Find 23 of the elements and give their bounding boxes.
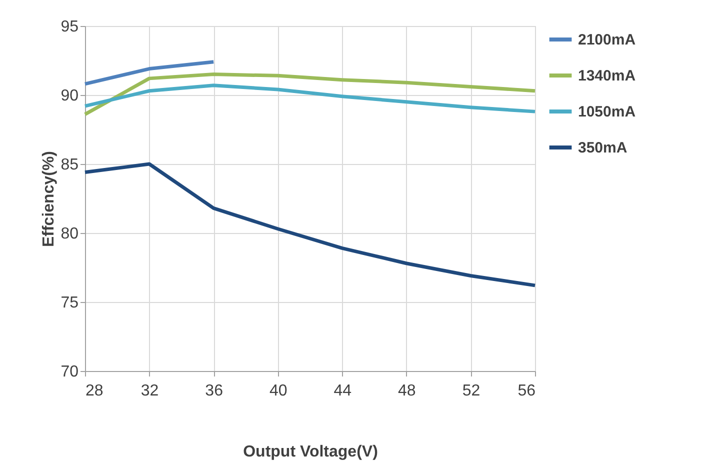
x-tick-label: 44 (334, 382, 352, 400)
legend-label: 1340mA (578, 68, 636, 84)
legend-label: 1050mA (578, 104, 636, 120)
x-tick-label: 56 (518, 382, 536, 400)
line-series (83, 162, 537, 288)
line-series (83, 72, 537, 116)
y-axis-title: Effciency(%) (40, 150, 58, 248)
y-tick-label: 80 (60, 226, 79, 242)
x-tick-label: 32 (140, 382, 159, 400)
line-series (83, 84, 537, 114)
x-tick-label: 36 (205, 382, 224, 400)
y-tick-label: 75 (60, 294, 79, 312)
x-tick-label: 52 (462, 382, 480, 400)
y-tick-label: 95 (60, 18, 79, 36)
legend-label: 2100mA (578, 32, 636, 48)
y-tick-label: 85 (60, 156, 79, 174)
legend-label: 350mA (578, 140, 628, 156)
x-tick-label: 40 (269, 382, 288, 400)
x-axis-title: Output Voltage(V) (243, 444, 378, 460)
x-tick-label: 48 (398, 382, 416, 400)
x-tick-label: 28 (86, 382, 104, 400)
y-tick-label: 70 (60, 364, 79, 380)
y-tick-label: 90 (60, 88, 79, 104)
